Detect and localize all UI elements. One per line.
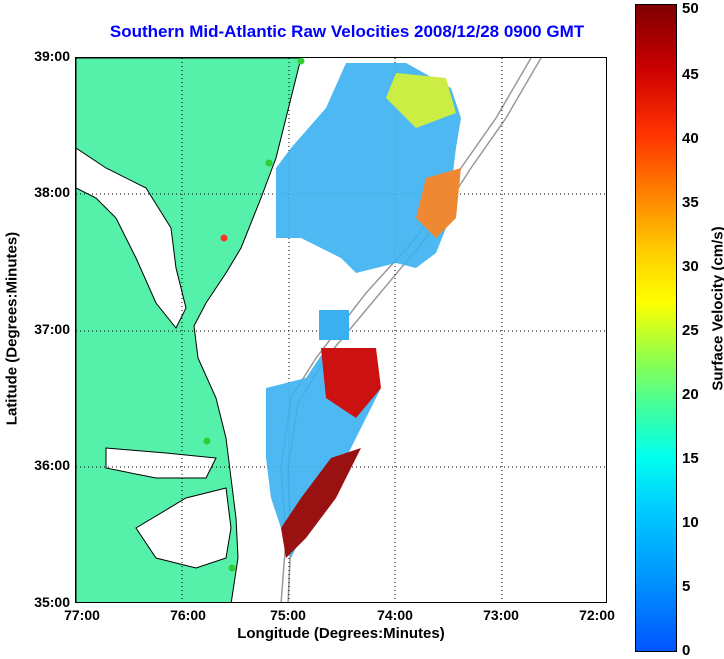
station-marker — [228, 564, 236, 572]
map-svg — [76, 58, 606, 602]
colorbar-label: Surface Velocity (cm/s) — [709, 226, 724, 391]
xtick-label: 77:00 — [64, 607, 100, 623]
velocity-red-south — [321, 348, 381, 418]
colorbar-tick: 25 — [682, 322, 699, 339]
velocity-field-middle — [319, 310, 349, 340]
xtick-label: 75:00 — [270, 607, 306, 623]
ytick-label: 38:00 — [34, 184, 70, 200]
station-marker — [203, 437, 211, 445]
ytick-label: 36:00 — [34, 457, 70, 473]
x-axis-label: Longitude (Degrees:Minutes) — [237, 625, 445, 642]
colorbar-tick: 10 — [682, 514, 699, 531]
colorbar-tick: 0 — [682, 642, 691, 659]
velocity-orange-north — [416, 168, 461, 238]
colorbar-tick: 50 — [682, 0, 699, 17]
station-marker — [220, 234, 228, 242]
velocity-darkred-south — [281, 448, 361, 558]
pamlico-sound — [135, 487, 232, 569]
grid — [76, 58, 606, 602]
xtick-label: 74:00 — [377, 607, 413, 623]
chesapeake-bay — [76, 147, 187, 329]
colorbar-tick: 5 — [682, 578, 691, 595]
colorbar-tick: 35 — [682, 194, 699, 211]
xtick-label: 73:00 — [483, 607, 519, 623]
albemarle-sound — [105, 447, 217, 479]
velocity-yellow-north — [386, 73, 456, 128]
colorbar-tick: 30 — [682, 258, 699, 275]
station-marker — [297, 58, 305, 65]
colorbar-tick: 20 — [682, 386, 699, 403]
ytick-label: 35:00 — [34, 594, 70, 610]
colorbar-tick: 15 — [682, 450, 699, 467]
colorbar-tick: 45 — [682, 66, 699, 83]
colorbar — [635, 4, 677, 652]
colorbar-tick: 40 — [682, 130, 699, 147]
y-axis-label: Latitude (Degrees:Minutes) — [3, 231, 21, 426]
ytick-label: 37:00 — [34, 321, 70, 337]
ytick-label: 39:00 — [34, 48, 70, 64]
xtick-label: 72:00 — [579, 607, 615, 623]
chart-title: Southern Mid-Atlantic Raw Velocities 200… — [109, 22, 585, 41]
map-area — [75, 57, 607, 603]
station-marker — [265, 159, 273, 167]
xtick-label: 76:00 — [170, 607, 206, 623]
